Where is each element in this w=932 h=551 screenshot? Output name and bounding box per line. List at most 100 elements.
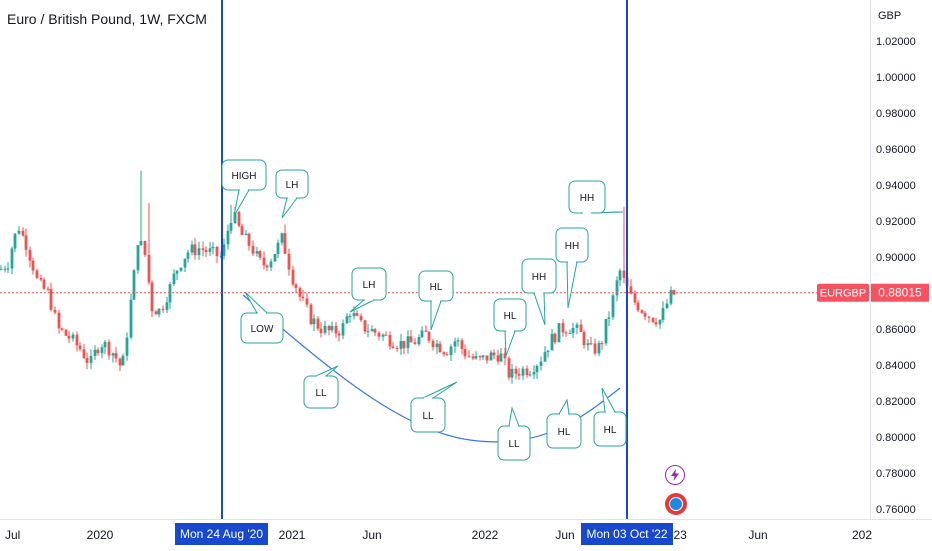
candle-body — [391, 346, 395, 348]
candle-body — [60, 328, 64, 330]
candle-body — [327, 325, 331, 331]
candle-body — [643, 312, 647, 317]
bubble-label: LL — [315, 388, 327, 399]
candle-body — [417, 337, 421, 345]
candle-body — [57, 312, 61, 329]
candle-body — [42, 279, 46, 289]
candle — [373, 328, 377, 337]
annotations: HIGH LH LOW LL LH HL LL HL LL HH HH HL HL HH — [221, 159, 627, 461]
candle-body — [247, 233, 251, 246]
bubble-joint — [506, 329, 514, 332]
candle — [643, 310, 647, 321]
candle — [395, 345, 399, 352]
candle — [226, 224, 230, 250]
candle-body — [39, 277, 43, 280]
candle — [330, 321, 334, 333]
candle-body — [103, 341, 107, 348]
candle-body — [17, 230, 21, 234]
time-axis[interactable] — [0, 519, 932, 551]
bubble-pointer — [504, 330, 516, 357]
candle — [647, 315, 651, 323]
candle-body — [13, 233, 17, 249]
candle-body — [471, 356, 475, 359]
candle-body — [64, 329, 68, 336]
candle-body — [21, 230, 25, 236]
candle-body — [226, 230, 230, 245]
bubble-label: HL — [504, 311, 517, 322]
candle — [445, 351, 449, 356]
candle — [417, 334, 421, 347]
bubble-pointer — [430, 300, 442, 331]
candle-body — [427, 331, 431, 341]
candle-body — [651, 317, 655, 323]
candle — [327, 324, 331, 336]
candle-body — [150, 282, 154, 312]
candle — [132, 269, 136, 300]
annotation-bubble: LL — [410, 381, 458, 433]
candle — [589, 336, 593, 346]
candle — [503, 347, 507, 365]
candle-body — [10, 248, 14, 269]
candle-body — [28, 249, 32, 261]
candle-body — [294, 284, 298, 289]
annotation-bubble: LL — [303, 365, 339, 409]
candle-body — [420, 330, 424, 338]
candle-body — [287, 253, 291, 270]
candle — [456, 337, 460, 347]
candle-body — [161, 308, 165, 310]
lightning-icon[interactable] — [665, 465, 685, 485]
candle — [460, 338, 464, 355]
bubble-joint — [535, 291, 543, 294]
candle-body — [442, 352, 446, 355]
bubble-label: HH — [580, 193, 594, 204]
candle — [125, 332, 129, 361]
chart-title: Euro / British Pound, 1W, FXCM — [7, 11, 207, 27]
bubble-label: HL — [558, 427, 571, 438]
candle — [175, 270, 179, 281]
candle — [402, 340, 406, 355]
candle — [204, 246, 208, 257]
candle-body — [467, 356, 471, 358]
candle — [316, 316, 320, 331]
candle-body — [6, 268, 10, 270]
candle — [633, 290, 637, 306]
candle-body — [208, 248, 212, 252]
annotation-bubble: HIGH — [221, 159, 267, 217]
candle-body — [244, 233, 248, 236]
candle — [258, 249, 262, 261]
candle-body — [111, 353, 115, 356]
candle-body — [409, 336, 413, 343]
candle-body — [139, 240, 143, 246]
candle-body — [291, 269, 295, 285]
bubble-pointer — [422, 381, 458, 399]
candle-body — [309, 304, 313, 325]
bubble-joint — [240, 188, 248, 191]
candle — [229, 204, 233, 235]
candle-body — [330, 325, 334, 331]
candle — [525, 365, 529, 378]
candle-body — [373, 329, 377, 333]
candle-body — [183, 258, 187, 268]
candle-body — [334, 325, 338, 334]
candle — [337, 330, 341, 342]
candle-body — [215, 246, 219, 257]
candle-body — [611, 295, 615, 318]
candle — [6, 262, 10, 274]
candle-body — [424, 330, 428, 332]
candle — [388, 331, 392, 350]
price-axis[interactable] — [870, 0, 932, 550]
annotation-bubble: LOW — [240, 291, 284, 344]
candle — [168, 281, 172, 310]
candle — [615, 276, 619, 302]
annotation-bubble: LL — [497, 406, 531, 461]
bubble-joint — [432, 299, 440, 302]
candle-body — [629, 286, 633, 294]
candle — [474, 351, 478, 360]
candle — [183, 258, 187, 273]
candle-body — [172, 273, 176, 285]
bubble-label: HH — [565, 241, 579, 252]
candle-body — [665, 303, 669, 309]
economic-events-icon[interactable] — [665, 493, 687, 515]
candle-body — [154, 311, 158, 315]
